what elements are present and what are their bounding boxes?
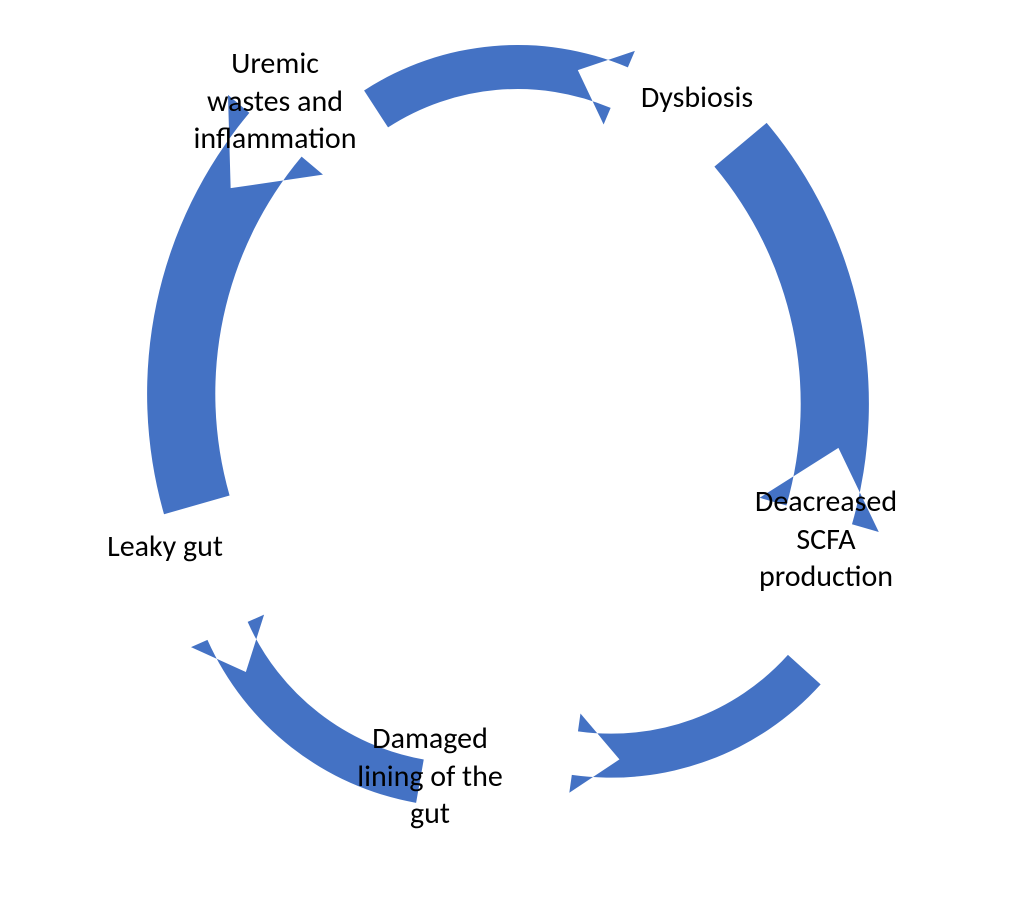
cycle-diagram: Uremicwastes andinflammation Dysbiosis D… [0,0,1024,899]
node-damaged: Damagedlining of thegut [315,720,545,833]
arrow-arrow1 [0,0,10,10]
node-dysbiosis: Dysbiosis [597,79,797,117]
node-uremic: Uremicwastes andinflammation [160,45,390,158]
node-scfa: DeacreasedSCFAproduction [716,483,936,596]
node-leaky: Leaky gut [65,528,265,566]
